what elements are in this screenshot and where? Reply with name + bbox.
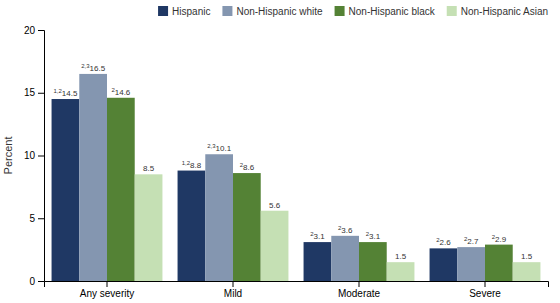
tick: 5: [29, 213, 44, 224]
tick-label: Any severity: [80, 288, 134, 299]
tick-mark: [38, 218, 44, 219]
data-label-value: 1.5: [395, 252, 407, 261]
data-label-value: 16.5: [90, 64, 106, 73]
data-label: 1,28.8: [182, 160, 202, 170]
data-label: 22.9: [492, 234, 507, 244]
data-label: 1.5: [395, 252, 407, 261]
tick-mark: [233, 281, 234, 287]
bar: [205, 154, 233, 281]
axis-line: [45, 282, 549, 288]
bar: [387, 262, 415, 281]
bar: [135, 174, 163, 281]
bar: [359, 242, 387, 281]
data-label-value: 2.7: [467, 237, 479, 246]
bar: [457, 247, 485, 281]
tick-mark: [107, 281, 108, 287]
tick-label: 0: [29, 276, 35, 287]
data-label: 23.1: [366, 231, 381, 241]
data-label-value: 8.6: [243, 163, 255, 172]
tick-label: Severe: [469, 288, 501, 299]
axis-title: Percent: [2, 137, 14, 175]
data-label: 22.6: [436, 237, 451, 247]
bar: [304, 242, 332, 281]
bar: [331, 236, 359, 281]
tick-label: 10: [24, 150, 36, 161]
data-label: 28.6: [240, 162, 255, 172]
data-label: 5.6: [269, 201, 281, 210]
bar: [430, 248, 458, 281]
data-label-value: 14.6: [115, 88, 131, 97]
axis-line: [38, 31, 45, 282]
tick-label: 15: [24, 87, 36, 98]
tick-label: Moderate: [338, 288, 381, 299]
tick: Any severity: [80, 281, 134, 299]
legend: Hispanic Non-Hispanic white Non-Hispanic b…: [158, 6, 548, 17]
data-label: 2,310.1: [207, 143, 231, 153]
data-label-value: 1.5: [521, 252, 533, 261]
bar: [485, 245, 513, 281]
tick-label: 5: [29, 213, 35, 224]
data-label: 1.5: [521, 252, 533, 261]
data-label-value: 3.6: [341, 226, 353, 235]
tick-mark: [38, 93, 44, 94]
tick-mark: [485, 281, 486, 287]
tick-mark: [359, 281, 360, 287]
tick-label: Mild: [224, 288, 242, 299]
tick: 0: [29, 276, 44, 287]
data-label-value: 14.5: [62, 89, 78, 98]
tick: 20: [24, 25, 44, 36]
tick-mark: [38, 281, 44, 282]
legend-label: Hispanic: [172, 6, 210, 17]
bars: [52, 74, 541, 281]
legend-label: Non-Hispanic black: [349, 6, 436, 17]
data-label-value: 5.6: [269, 201, 281, 210]
data-label: 2,316.5: [81, 63, 105, 73]
data-label-value: 3.1: [369, 232, 381, 241]
data-label: 1,214.5: [53, 88, 77, 98]
bar: [513, 262, 541, 281]
legend-label: Non-Hispanic Asian: [461, 6, 548, 17]
tick-label: 20: [24, 25, 36, 36]
tick: 15: [24, 87, 44, 98]
legend-swatch: [222, 6, 232, 16]
data-label-value: 2.6: [440, 238, 452, 247]
legend-swatch: [335, 6, 345, 16]
data-label-value: 10.1: [216, 144, 232, 153]
x-axis: Any severity Mild Moderate Severe: [45, 281, 549, 299]
data-label-value: 8.5: [143, 164, 155, 173]
bar: [178, 171, 206, 281]
data-label: 23.1: [310, 231, 325, 241]
bar: [107, 98, 135, 281]
tick-mark: [38, 156, 44, 157]
data-label-value: 8.8: [190, 161, 202, 170]
tick: Severe: [469, 281, 501, 299]
tick: Moderate: [338, 281, 381, 299]
chart: 0 5 10 15 20 Any severity Mild Moderate Severe Pe…: [0, 0, 560, 303]
legend-swatch: [158, 6, 168, 16]
tick: Mild: [224, 281, 242, 299]
data-label-value: 2.9: [495, 235, 507, 244]
bar: [79, 74, 107, 281]
y-axis: 0 5 10 15 20: [24, 25, 45, 287]
data-label: 8.5: [143, 164, 155, 173]
legend-item: Non-Hispanic white: [222, 6, 323, 17]
bar: [261, 211, 289, 281]
legend-label: Non-Hispanic white: [236, 6, 323, 17]
data-label: 23.6: [338, 225, 353, 235]
data-labels: 1,214.5 1,28.8 23.1 22.6 2,316.5 2,310.1 23.6 2…: [53, 63, 532, 261]
legend-item: Non-Hispanic Asian: [447, 6, 548, 17]
data-label: 22.7: [464, 236, 479, 246]
tick: 10: [24, 150, 44, 161]
legend-swatch: [447, 6, 457, 16]
tick-mark: [38, 30, 44, 31]
bar: [233, 173, 261, 281]
data-label: 214.6: [111, 87, 130, 97]
bar: [52, 99, 80, 281]
data-label-value: 3.1: [314, 232, 326, 241]
legend-item: Non-Hispanic black: [335, 6, 436, 17]
legend-item: Hispanic: [158, 6, 210, 17]
